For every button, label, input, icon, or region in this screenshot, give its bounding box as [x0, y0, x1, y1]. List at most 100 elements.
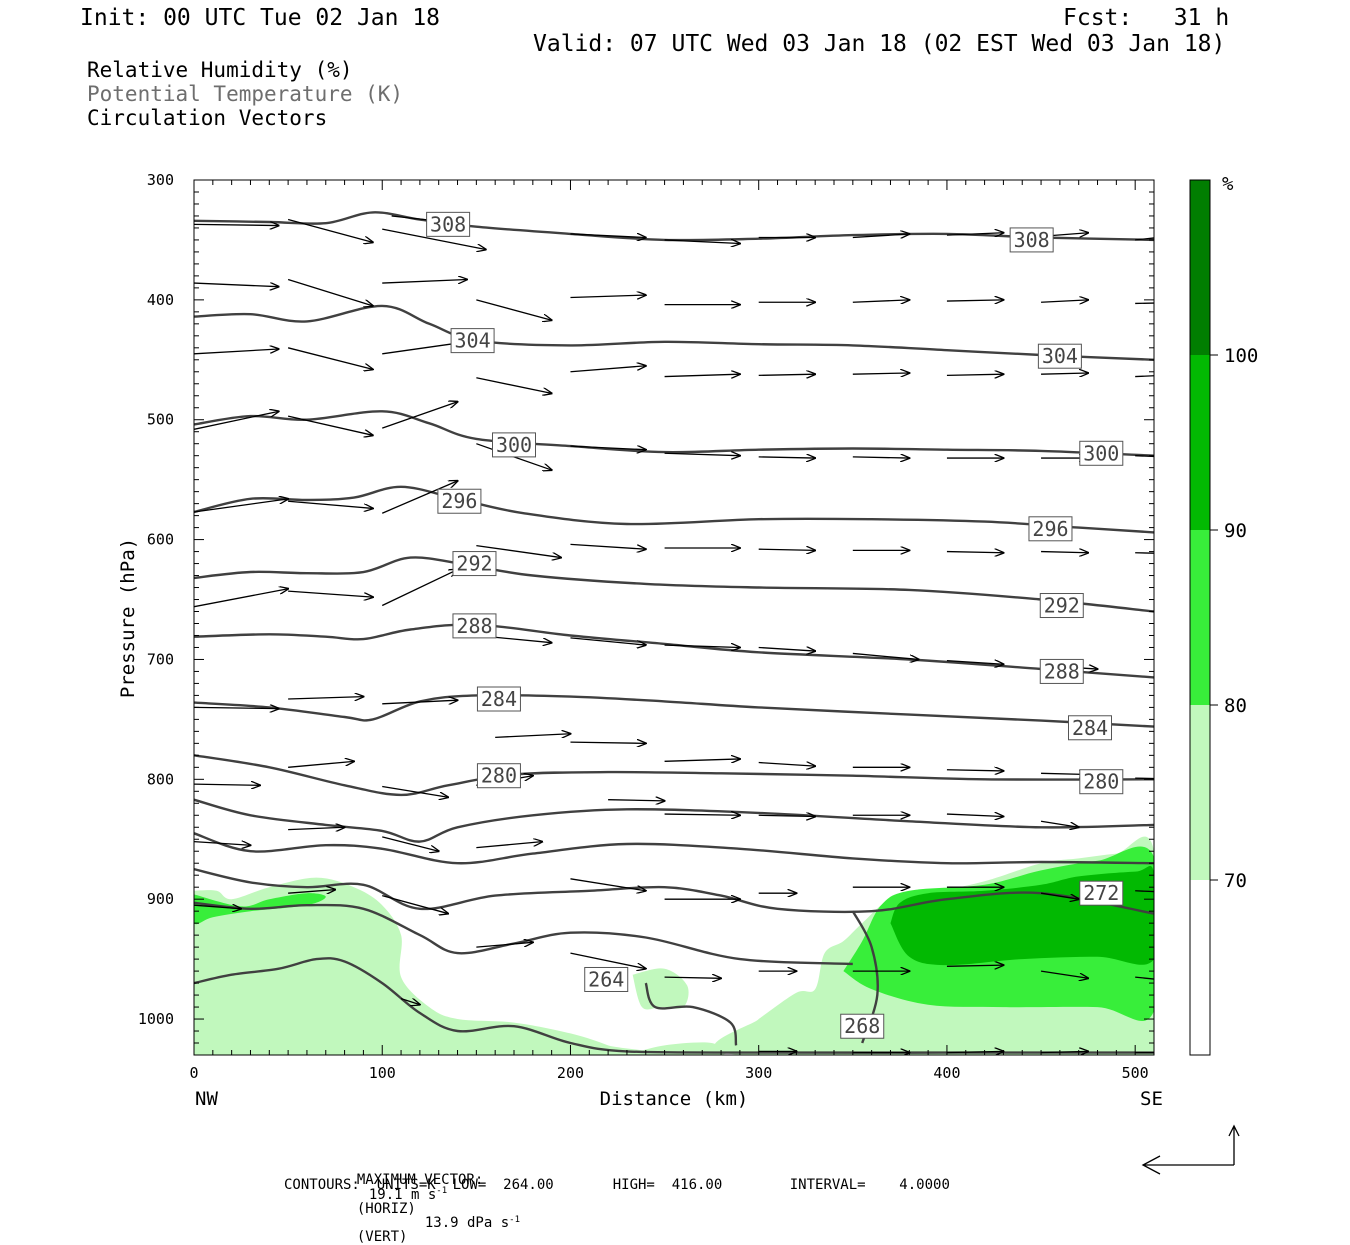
circulation-vector — [758, 457, 815, 458]
x-tick-label: 0 — [189, 1064, 198, 1082]
circulation-vector — [288, 761, 354, 768]
circulation-vector — [1041, 373, 1088, 374]
circulation-vector — [570, 446, 645, 450]
contour-label-box — [1039, 593, 1084, 619]
contour-label-box — [1037, 343, 1082, 369]
contour-label: 304 — [455, 329, 491, 353]
contour-label: 300 — [1083, 441, 1119, 465]
circulation-vector — [946, 965, 1003, 966]
y-tick-label: 900 — [147, 890, 174, 908]
contour-label: 300 — [496, 433, 532, 457]
max-vector-vert-tag: (VERT) — [356, 1229, 408, 1245]
contour-label: 304 — [1042, 344, 1078, 368]
rh-region-70 — [194, 877, 656, 1055]
circulation-vector — [946, 814, 1003, 816]
circulation-vector — [476, 544, 561, 558]
contour-label: 292 — [1044, 594, 1080, 618]
contour-label: 264 — [588, 967, 624, 991]
circulation-vector — [382, 836, 438, 851]
y-tick-label: 300 — [147, 171, 174, 189]
colorbar-label: 100 — [1224, 345, 1258, 367]
max-vector-label: MAXIMUM VECTOR: — [356, 1172, 484, 1188]
contour-label: 280 — [1083, 770, 1119, 794]
circulation-vector — [946, 552, 1003, 553]
rh-region-70 — [626, 1042, 727, 1055]
circulation-vector — [194, 283, 279, 287]
contour-label: 296 — [441, 489, 477, 513]
circulation-vector — [476, 299, 551, 320]
contour-label-box — [1079, 880, 1124, 906]
circulation-vector — [570, 295, 645, 297]
colorbar-unit: % — [1222, 173, 1234, 195]
circulation-vector — [382, 700, 457, 704]
colorbar-segment — [1190, 355, 1210, 530]
theta-contour-270 — [194, 901, 853, 966]
axis-ticks: 300 400 500 600 700 800 900 1000 0 100 200 300 400 50… — [138, 171, 1154, 1082]
contour-label-box — [1079, 440, 1124, 466]
circulation-vector — [194, 411, 279, 430]
x-axis-label: Distance (km) — [600, 1088, 749, 1110]
contour-label-box — [450, 328, 495, 354]
circulation-vector — [1135, 976, 1154, 980]
circulation-vector — [382, 894, 448, 914]
theta-contour-274 — [194, 832, 1154, 865]
circulation-vector — [570, 234, 645, 238]
circulation-vector — [946, 300, 1003, 301]
circulation-vector — [288, 590, 373, 597]
x-tick-label: 400 — [933, 1064, 960, 1082]
circulation-vector — [852, 300, 909, 302]
contour-label-box — [452, 613, 497, 639]
contour-labels: 308 308 304 304 300 300 296 296 292 292 288 288 284 2… — [426, 211, 1124, 1039]
circulation-vector — [382, 402, 457, 429]
circulation-vector — [495, 734, 570, 738]
forecast-hour: Fcst: 31 h — [1063, 5, 1230, 31]
circulation-vector — [194, 589, 288, 608]
colorbar: 70 80 90 100% — [1189, 173, 1258, 1056]
max-vector-horiz-exp: -1 — [436, 1186, 448, 1196]
circulation-vector — [1040, 820, 1079, 827]
circulation-vector — [852, 457, 909, 458]
circulation-vector — [608, 800, 664, 801]
plot-frame — [193, 179, 1155, 1056]
contour-label-box — [1039, 658, 1084, 684]
contour-label: 288 — [456, 614, 492, 638]
x-tick-label: 500 — [1122, 1064, 1149, 1082]
contour-label-box — [426, 211, 471, 237]
circulation-vector — [1135, 455, 1154, 458]
y-tick-label: 600 — [147, 531, 174, 549]
theta-contour-300 — [194, 410, 1154, 457]
circulation-vector — [288, 827, 344, 829]
theta-contour-284 — [194, 693, 1154, 728]
circulation-vector — [570, 637, 645, 645]
circulation-vector — [287, 347, 373, 370]
field-theta-label: Potential Temperature (K) — [87, 82, 404, 106]
circulation-vector — [758, 815, 815, 816]
circulation-vector — [381, 570, 457, 607]
contour-label: 296 — [1032, 517, 1068, 541]
cross-section-chart: 308 308 304 304 300 300 296 296 292 292 288 288 284 2… — [117, 171, 1258, 1175]
init-time: Init: 00 UTC Tue 02 Jan 18 — [80, 5, 441, 31]
circulation-vector — [194, 349, 279, 355]
contour-label: 268 — [844, 1014, 880, 1038]
contour-label: 288 — [1044, 659, 1080, 683]
max-vector-horiz-tag: (HORIZ) — [356, 1200, 416, 1217]
circulation-vector — [570, 543, 645, 549]
circulation-vector — [1135, 890, 1154, 893]
circulation-vector — [400, 998, 420, 1005]
theta-contour-264 — [644, 982, 738, 1046]
circulation-vector — [194, 905, 241, 909]
colorbar-label: 80 — [1224, 695, 1247, 717]
colorbar-label: 90 — [1224, 520, 1247, 542]
circulation-vector — [287, 415, 373, 435]
circulation-vector — [664, 453, 740, 455]
contour-label: 284 — [1072, 716, 1108, 740]
circulation-vector — [1135, 552, 1154, 554]
circulation-vectors — [194, 215, 1154, 1053]
contours-info-line: CONTOURS: UNITS=K LOW= 264.00 HIGH= 416.… — [284, 1177, 950, 1193]
reference-vector-icon — [1141, 1124, 1240, 1175]
circulation-vector — [194, 842, 250, 846]
contour-label: 308 — [430, 212, 466, 236]
circulation-vector — [758, 374, 815, 375]
circulation-vector — [194, 707, 279, 708]
circulation-vector — [664, 645, 740, 647]
